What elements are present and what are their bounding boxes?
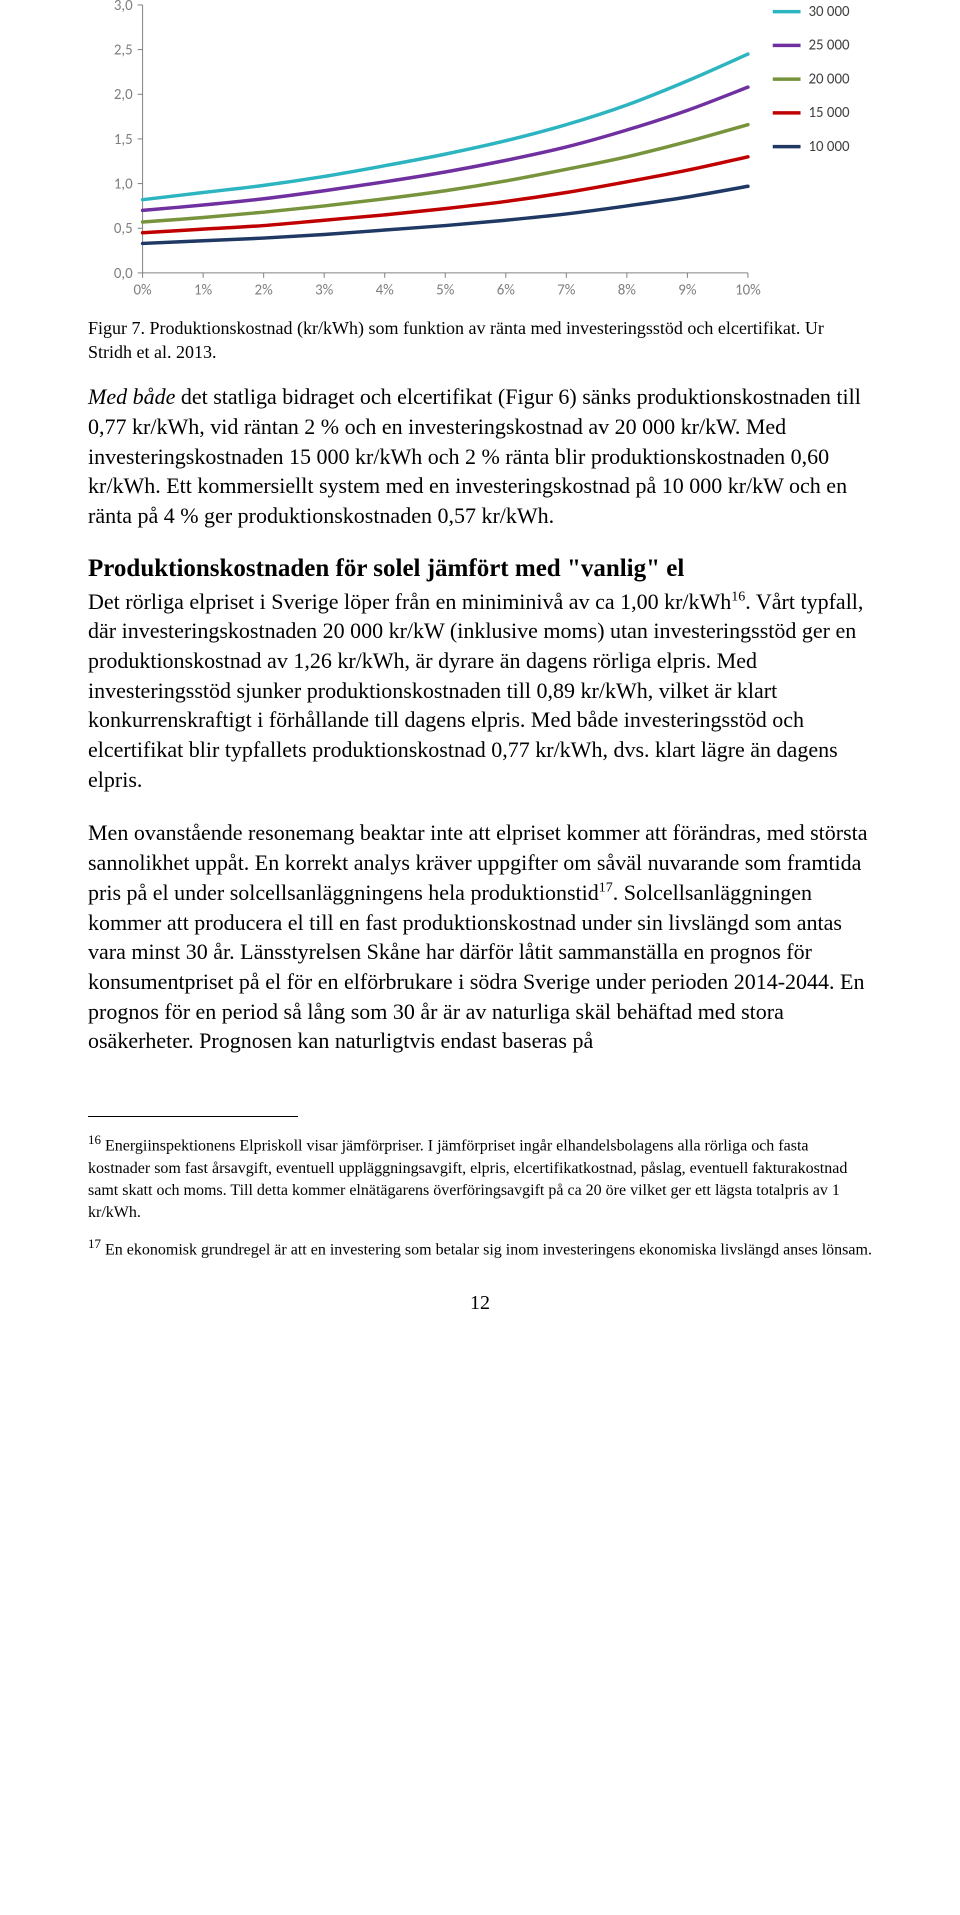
paragraph-2: Det rörliga elpriset i Sverige löper frå… [88,587,872,795]
footnote-ref-16: 16 [731,589,745,604]
svg-text:20 000: 20 000 [808,69,850,87]
svg-text:25 000: 25 000 [808,36,850,54]
svg-text:0,0: 0,0 [114,264,133,282]
svg-text:7%: 7% [557,281,576,299]
svg-text:6%: 6% [497,281,516,299]
paragraph-1-rest: det statliga bidraget och elcertifikat (… [88,384,861,528]
svg-text:5%: 5% [436,281,455,299]
svg-text:0,5: 0,5 [114,219,133,237]
svg-text:10%: 10% [735,281,761,299]
svg-text:4%: 4% [376,281,395,299]
svg-text:3%: 3% [315,281,334,299]
svg-text:10 000: 10 000 [808,137,850,155]
svg-text:1,0: 1,0 [114,175,133,193]
svg-text:2,0: 2,0 [114,85,133,103]
paragraph-3b: . Solcellsanläggningen kommer att produc… [88,880,865,1053]
footnote-16: 16 Energiinspektionens Elpriskoll visar … [88,1131,872,1225]
footnote-17-ref: 17 [88,1236,101,1251]
paragraph-2a: Det rörliga elpriset i Sverige löper frå… [88,589,731,614]
footnote-ref-17: 17 [599,881,613,896]
footnote-separator [88,1116,298,1117]
svg-text:1%: 1% [194,281,213,299]
paragraph-3: Men ovanstående resonemang beaktar inte … [88,818,872,1056]
footnote-16-ref: 16 [88,1132,101,1147]
svg-text:9%: 9% [678,281,697,299]
svg-text:1,5: 1,5 [114,130,133,148]
footnote-17: 17 En ekonomisk grundregel är att en inv… [88,1235,872,1262]
chart-container: 0,0 0,5 1,0 1,5 2,0 2,5 3,0 0% 1% 2% 3% 4% 5% 6% 7% 8% 9… [88,0,872,308]
svg-text:3,0: 3,0 [114,0,133,14]
footnote-16-text: Energiinspektionens Elpriskoll visar jäm… [88,1137,847,1221]
paragraph-1: Med både det statliga bidraget och elcer… [88,382,872,530]
subheading: Produktionskostnaden för solel jämfört m… [88,555,872,583]
document-page: 0,0 0,5 1,0 1,5 2,0 2,5 3,0 0% 1% 2% 3% 4% 5% 6% 7% 8% 9… [0,0,960,1355]
paragraph-1-lead: Med både [88,384,175,409]
footnote-17-text: En ekonomisk grundregel är att en invest… [101,1241,872,1258]
svg-text:15 000: 15 000 [808,103,850,121]
svg-text:0%: 0% [133,281,152,299]
svg-text:8%: 8% [618,281,637,299]
figure-caption: Figur 7. Produktionskostnad (kr/kWh) som… [88,316,872,365]
svg-text:2%: 2% [255,281,274,299]
production-cost-chart: 0,0 0,5 1,0 1,5 2,0 2,5 3,0 0% 1% 2% 3% 4% 5% 6% 7% 8% 9… [88,0,872,308]
page-number: 12 [88,1292,872,1315]
svg-text:2,5: 2,5 [114,41,133,59]
svg-text:30 000: 30 000 [808,2,850,20]
paragraph-2b: . Vårt typfall, där investeringskostnade… [88,589,863,792]
